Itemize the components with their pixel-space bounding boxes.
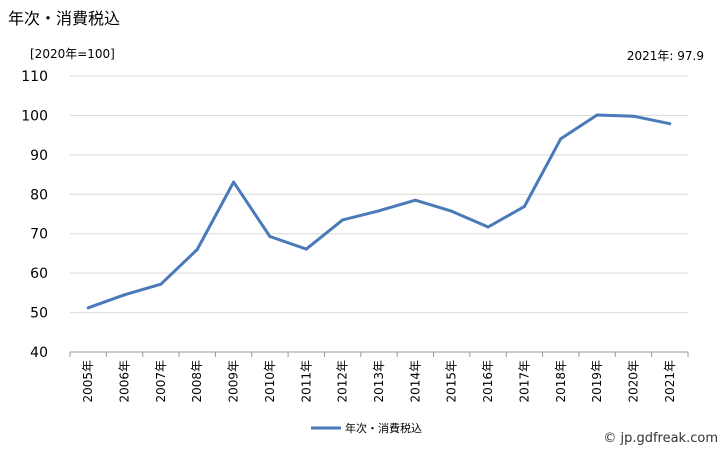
x-tick-label: 2005年 bbox=[81, 360, 95, 403]
data-point bbox=[232, 180, 236, 184]
data-point bbox=[304, 247, 308, 251]
data-point bbox=[86, 306, 90, 310]
y-tick-label: 110 bbox=[21, 69, 48, 85]
chart-title: 年次・消費税込 bbox=[8, 9, 121, 28]
credit-text: © jp.gdfreak.com bbox=[603, 431, 718, 446]
x-tick-label: 2021年 bbox=[663, 360, 677, 403]
x-tick-label: 2015年 bbox=[445, 360, 459, 403]
x-tick-label: 2010年 bbox=[263, 360, 277, 403]
x-tick-label: 2013年 bbox=[372, 360, 386, 403]
data-point bbox=[377, 209, 381, 213]
data-point bbox=[559, 137, 563, 141]
data-point bbox=[123, 293, 127, 297]
x-tick-label: 2018年 bbox=[554, 360, 568, 403]
latest-value-label: 2021年: 97.9 bbox=[626, 49, 704, 63]
data-point bbox=[668, 122, 672, 126]
data-point bbox=[413, 198, 417, 202]
x-tick-label: 2017年 bbox=[517, 360, 531, 403]
x-tick-label: 2016年 bbox=[481, 360, 495, 403]
y-tick-label: 100 bbox=[21, 108, 48, 124]
x-tick-label: 2020年 bbox=[626, 360, 640, 403]
x-tick-label: 2008年 bbox=[190, 360, 204, 403]
legend-label: 年次・消費税込 bbox=[345, 421, 422, 435]
y-tick-label: 70 bbox=[30, 227, 48, 243]
data-point bbox=[195, 247, 199, 251]
data-point bbox=[486, 225, 490, 229]
x-tick-label: 2009年 bbox=[227, 360, 241, 403]
data-point bbox=[268, 234, 272, 238]
unit-label: [2020年=100] bbox=[30, 47, 115, 61]
data-point bbox=[159, 282, 163, 286]
data-point bbox=[595, 113, 599, 117]
x-tick-label: 2006年 bbox=[118, 360, 132, 403]
y-tick-label: 50 bbox=[30, 306, 48, 322]
y-tick-label: 80 bbox=[30, 187, 48, 203]
data-point bbox=[341, 218, 345, 222]
x-tick-label: 2007年 bbox=[154, 360, 168, 403]
x-tick-label: 2019年 bbox=[590, 360, 604, 403]
x-tick-label: 2011年 bbox=[299, 360, 313, 403]
data-point bbox=[631, 114, 635, 118]
x-tick-label: 2012年 bbox=[336, 360, 350, 403]
data-point bbox=[522, 205, 526, 209]
data-point bbox=[450, 209, 454, 213]
x-tick-label: 2014年 bbox=[408, 360, 422, 403]
y-tick-label: 40 bbox=[30, 345, 48, 361]
y-tick-label: 90 bbox=[30, 148, 48, 164]
y-tick-label: 60 bbox=[30, 266, 48, 282]
